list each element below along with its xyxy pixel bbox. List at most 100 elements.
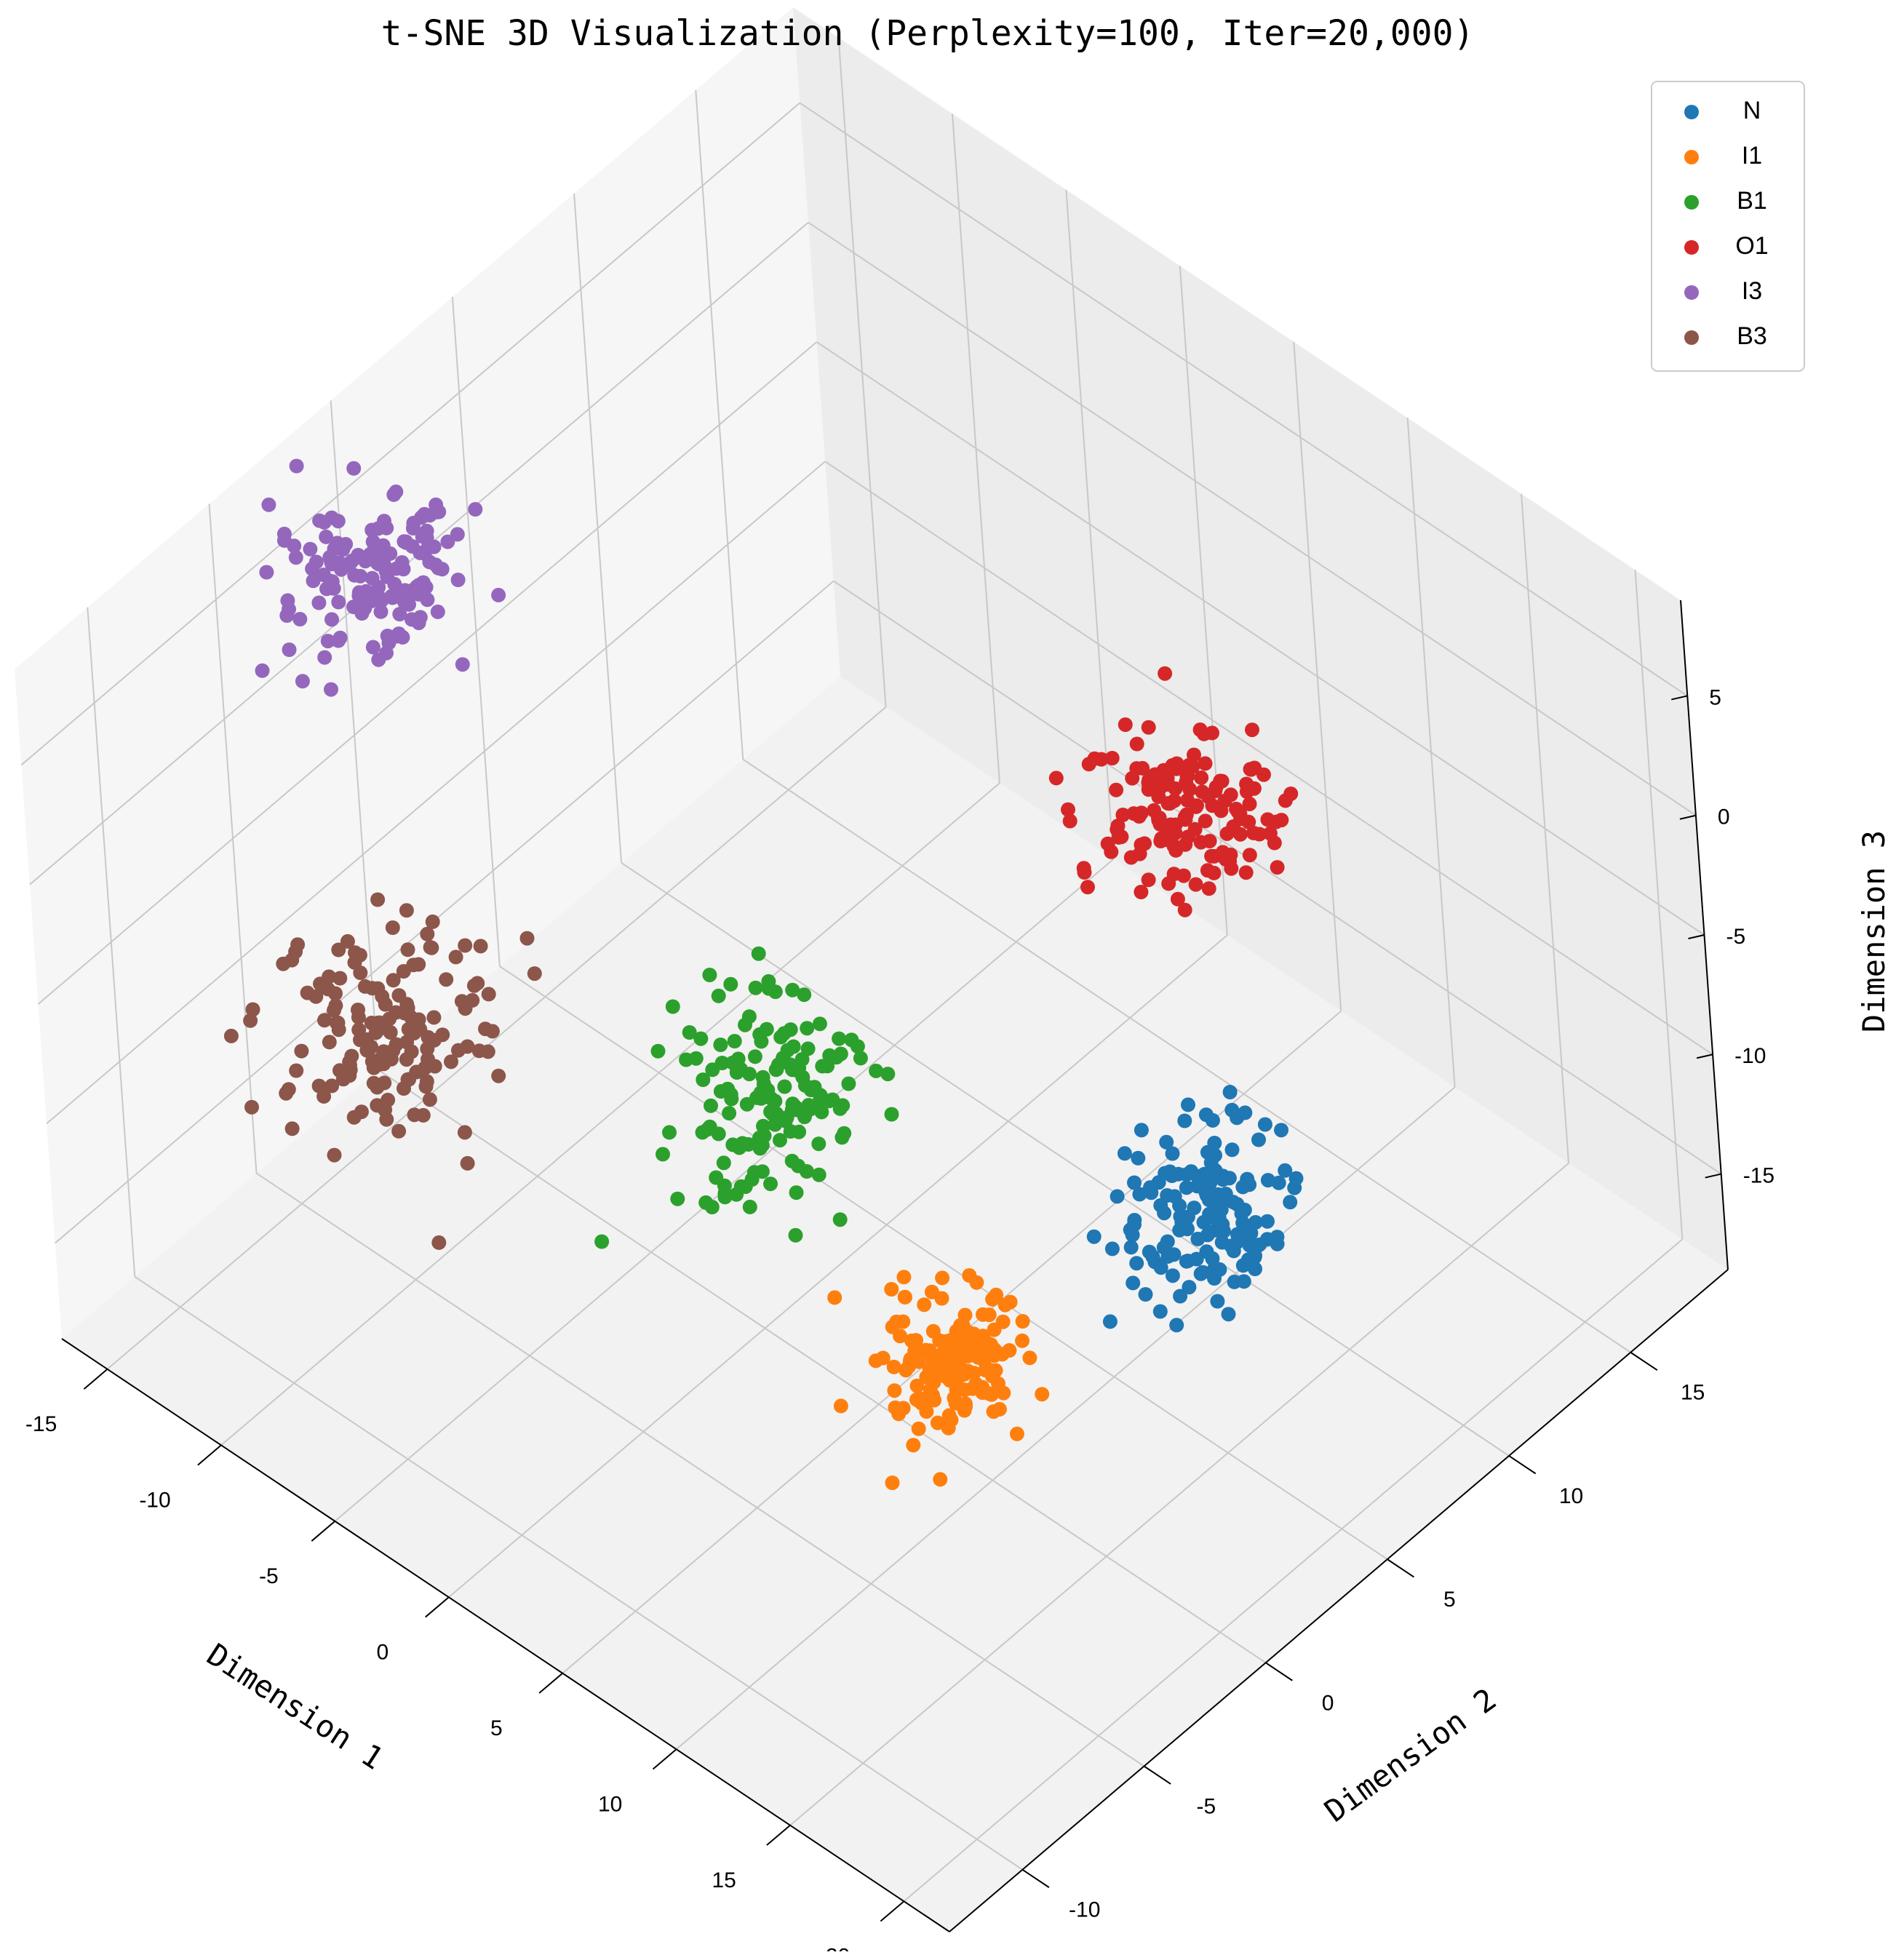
x-tick-mark (311, 1521, 336, 1542)
data-point (450, 573, 466, 587)
data-point (964, 1334, 979, 1349)
data-point (980, 1336, 995, 1351)
data-point (716, 1155, 731, 1171)
data-point (426, 1010, 442, 1025)
data-point (351, 588, 367, 603)
data-point (311, 1078, 327, 1094)
grid-line (824, 461, 1713, 1056)
y-axis-line (949, 1269, 1729, 1932)
y-tick-label: 10 (1559, 1484, 1583, 1508)
data-point (1178, 837, 1193, 852)
data-point (788, 1227, 803, 1243)
data-point (1080, 880, 1095, 895)
data-point (1161, 876, 1176, 891)
data-point (1236, 1274, 1251, 1289)
data-point (1189, 1251, 1204, 1267)
legend-marker (1684, 240, 1699, 255)
x-tick-label: 10 (598, 1793, 622, 1817)
data-point (370, 892, 386, 907)
data-point (1274, 1123, 1288, 1138)
data-point (371, 544, 386, 558)
z-tick-mark (1671, 695, 1688, 701)
data-point (811, 1167, 826, 1182)
data-point (735, 1136, 750, 1151)
data-point (1179, 1180, 1194, 1195)
data-point (812, 1016, 827, 1032)
grid-lines (20, 37, 1722, 1902)
grid-line (808, 221, 1697, 816)
data-point (1232, 806, 1248, 821)
data-point (320, 982, 335, 997)
data-point (346, 600, 361, 615)
data-point (814, 1104, 829, 1120)
legend-marker (1684, 150, 1699, 164)
data-point (791, 1158, 806, 1174)
data-point (909, 1333, 923, 1348)
data-point (800, 1041, 816, 1056)
data-point (989, 1287, 1004, 1302)
data-point (1197, 1166, 1212, 1182)
data-point (1188, 877, 1203, 892)
grid-line (220, 782, 1000, 1446)
z-tick-label: 5 (1709, 685, 1721, 709)
data-point (351, 548, 366, 562)
z-tick-mark (1696, 1054, 1713, 1059)
data-point (688, 1051, 704, 1066)
data-point (1182, 1280, 1197, 1295)
data-point (1193, 1266, 1208, 1281)
data-point (288, 550, 303, 565)
data-point (1118, 717, 1133, 732)
data-point (1195, 784, 1210, 800)
data-point (1142, 1244, 1157, 1259)
data-point (1131, 1150, 1146, 1166)
data-point (287, 538, 302, 554)
data-point (331, 633, 346, 648)
data-point (786, 1039, 801, 1054)
data-point (342, 1054, 357, 1070)
data-point (280, 593, 295, 608)
data-point (1104, 1241, 1120, 1257)
data-point (1127, 1175, 1142, 1190)
data-point (383, 1025, 398, 1040)
legend-label: I1 (1742, 142, 1762, 170)
data-point (383, 546, 398, 561)
data-point (1245, 722, 1259, 738)
data-point (289, 1063, 304, 1078)
data-point (406, 515, 421, 530)
data-point (927, 1393, 942, 1408)
data-point (303, 541, 318, 557)
data-point (981, 1307, 997, 1323)
legend-frame (1651, 81, 1805, 372)
data-point (1248, 1249, 1262, 1263)
data-point (389, 484, 404, 499)
data-point (330, 514, 346, 529)
data-point (1283, 1195, 1298, 1210)
y-tick-mark (1630, 1351, 1658, 1371)
data-point (290, 937, 306, 952)
data-point (1224, 1142, 1240, 1158)
data-point (434, 562, 450, 577)
data-point (308, 989, 324, 1004)
data-point (1179, 807, 1194, 822)
data-point (1152, 781, 1168, 795)
data-point (997, 1297, 1013, 1313)
data-point (1274, 813, 1289, 828)
data-point (868, 1353, 883, 1369)
data-point (797, 1110, 812, 1124)
data-point (320, 634, 335, 649)
data-point (996, 1385, 1011, 1401)
x-axis-line (61, 1338, 950, 1932)
data-point (813, 1088, 828, 1103)
data-point (420, 1041, 435, 1056)
grid-line (799, 102, 1688, 697)
data-point (968, 1376, 984, 1391)
data-point (255, 663, 270, 678)
data-point (1009, 1426, 1024, 1441)
data-point (1125, 1227, 1140, 1243)
data-point (1215, 845, 1230, 860)
data-point (969, 1275, 984, 1290)
x-tick-label: -10 (139, 1489, 170, 1513)
data-point (700, 1122, 715, 1137)
data-point (801, 1098, 816, 1112)
data-point (295, 674, 310, 689)
